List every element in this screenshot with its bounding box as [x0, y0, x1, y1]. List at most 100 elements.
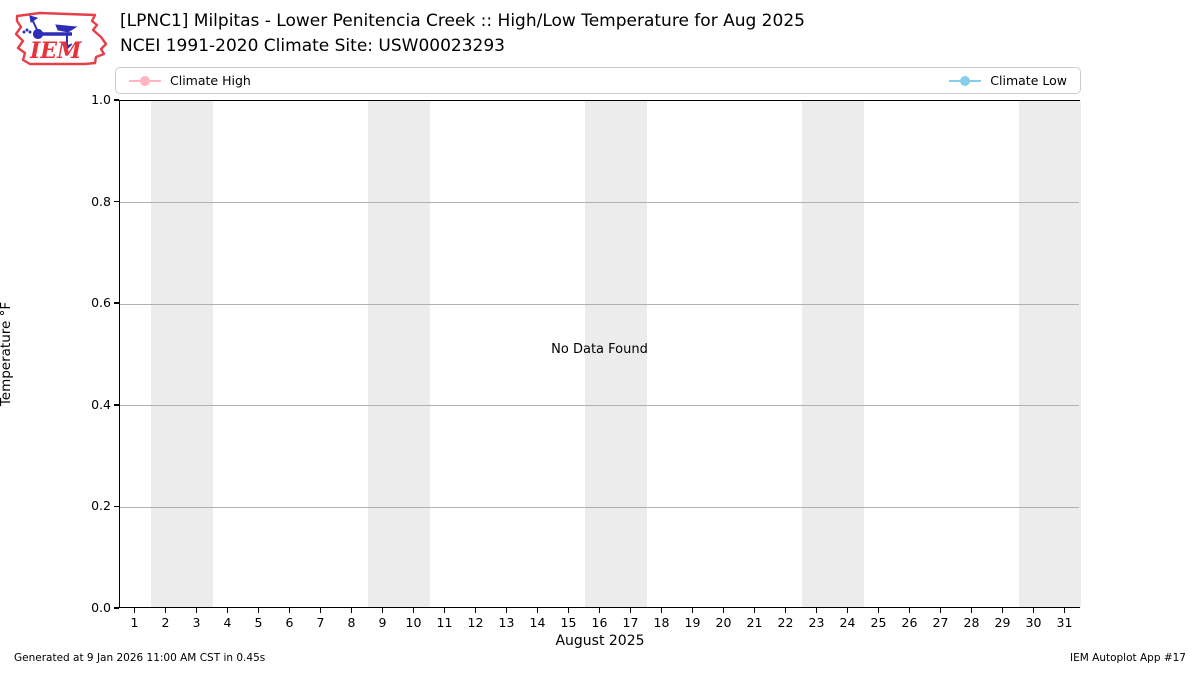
y-tick-label: 0.8	[91, 193, 111, 209]
iem-logo: IEM	[14, 11, 108, 66]
x-tick-label: 29	[994, 615, 1011, 630]
x-tick-label: 16	[591, 615, 608, 630]
iowa-outline	[14, 11, 108, 66]
x-tick	[350, 608, 353, 613]
y-tick	[114, 505, 119, 508]
x-tick	[629, 608, 632, 613]
climate-high-marker-icon	[129, 75, 161, 86]
x-tick-label: 2	[161, 615, 170, 630]
x-axis-label: August 2025	[555, 633, 645, 649]
x-tick	[908, 608, 911, 613]
x-tick-label: 24	[839, 615, 856, 630]
x-tick	[288, 608, 291, 613]
x-tick	[505, 608, 508, 613]
y-tick	[114, 404, 119, 406]
x-tick	[164, 608, 167, 613]
x-tick-label: 4	[223, 615, 232, 630]
x-tick-label: 30	[1025, 615, 1042, 630]
x-tick-label: 12	[467, 615, 484, 630]
weekend-shading-band	[151, 101, 213, 607]
x-tick-label: 8	[347, 615, 356, 630]
y-tick-label: 0.4	[91, 396, 111, 412]
x-tick-label: 17	[622, 615, 639, 630]
x-tick-label: 26	[901, 615, 918, 630]
weather-vane-icon	[22, 15, 78, 50]
x-tick-label: 19	[684, 615, 701, 630]
x-tick	[257, 608, 260, 613]
title-block: [LPNC1] Milpitas - Lower Penitencia Cree…	[120, 9, 805, 59]
x-tick	[598, 608, 601, 613]
x-tick	[195, 608, 198, 613]
x-tick	[784, 608, 787, 613]
x-tick-label: 10	[405, 615, 422, 630]
x-tick	[815, 608, 818, 613]
no-data-message: No Data Found	[551, 342, 648, 357]
plot-area: No Data Found	[119, 100, 1081, 608]
legend: Climate High Climate Low	[115, 67, 1081, 94]
x-tick-label: 21	[746, 615, 763, 630]
x-tick-label: 5	[254, 615, 263, 630]
x-tick	[660, 608, 663, 613]
x-tick	[319, 608, 322, 613]
x-tick-label: 11	[436, 615, 453, 630]
y-tick-label: 1.0	[91, 92, 111, 107]
x-tick-label: 3	[192, 615, 201, 630]
x-tick	[722, 608, 725, 613]
x-tick-label: 23	[808, 615, 825, 630]
gridline	[120, 202, 1079, 204]
y-tick	[114, 607, 119, 609]
x-tick	[753, 608, 756, 613]
weekend-shading-band	[368, 101, 430, 607]
x-tick	[846, 608, 849, 613]
legend-item-climate-low: Climate Low	[949, 73, 1067, 88]
chart-subtitle: NCEI 1991-2020 Climate Site: USW00023293	[120, 36, 505, 56]
generated-at-text: Generated at 9 Jan 2026 11:00 AM CST in …	[14, 652, 266, 664]
app-credit-text: IEM Autoplot App #17	[1070, 652, 1186, 664]
climate-low-marker-icon	[949, 75, 982, 86]
x-tick	[133, 608, 136, 613]
x-tick	[567, 608, 570, 613]
x-tick-label: 20	[715, 615, 732, 630]
x-tick	[381, 608, 384, 613]
y-tick-label: 0.6	[91, 295, 111, 311]
x-tick-label: 22	[777, 615, 794, 630]
y-tick	[114, 302, 119, 304]
x-tick	[1001, 608, 1004, 613]
legend-item-climate-high: Climate High	[129, 73, 251, 88]
x-tick-label: 14	[529, 615, 546, 630]
gridline	[120, 405, 1079, 407]
weekend-shading-band	[1019, 101, 1081, 607]
y-tick	[114, 200, 119, 203]
x-tick	[226, 608, 229, 613]
x-tick	[691, 608, 694, 613]
gridline	[120, 506, 1079, 508]
logo-text: IEM	[29, 38, 82, 64]
x-tick-label: 9	[378, 615, 387, 630]
x-tick-label: 31	[1056, 615, 1073, 630]
x-tick-label: 15	[560, 615, 577, 630]
legend-label: Climate High	[170, 73, 251, 88]
x-tick-label: 18	[653, 615, 670, 630]
x-tick-label: 6	[285, 615, 294, 630]
x-tick-label: 28	[963, 615, 980, 630]
x-tick-label: 25	[870, 615, 887, 630]
legend-label: Climate Low	[990, 73, 1067, 88]
y-axis-label: Temperature °F	[0, 301, 14, 407]
weekend-shading-band	[802, 101, 864, 607]
x-tick-label: 13	[498, 615, 515, 630]
x-tick	[412, 608, 415, 613]
y-tick-label: 0.2	[91, 498, 111, 514]
gridline	[120, 303, 1079, 305]
x-tick	[939, 608, 942, 613]
x-tick	[443, 608, 446, 613]
x-tick	[536, 608, 539, 613]
x-tick	[970, 608, 973, 613]
x-tick	[1063, 608, 1066, 613]
chart-title: [LPNC1] Milpitas - Lower Penitencia Cree…	[120, 11, 805, 31]
y-tick-label: 0.0	[91, 600, 111, 615]
x-tick-label: 1	[130, 615, 139, 630]
y-tick	[114, 99, 119, 101]
weekend-shading-band	[585, 101, 647, 607]
x-tick-label: 7	[316, 615, 325, 630]
